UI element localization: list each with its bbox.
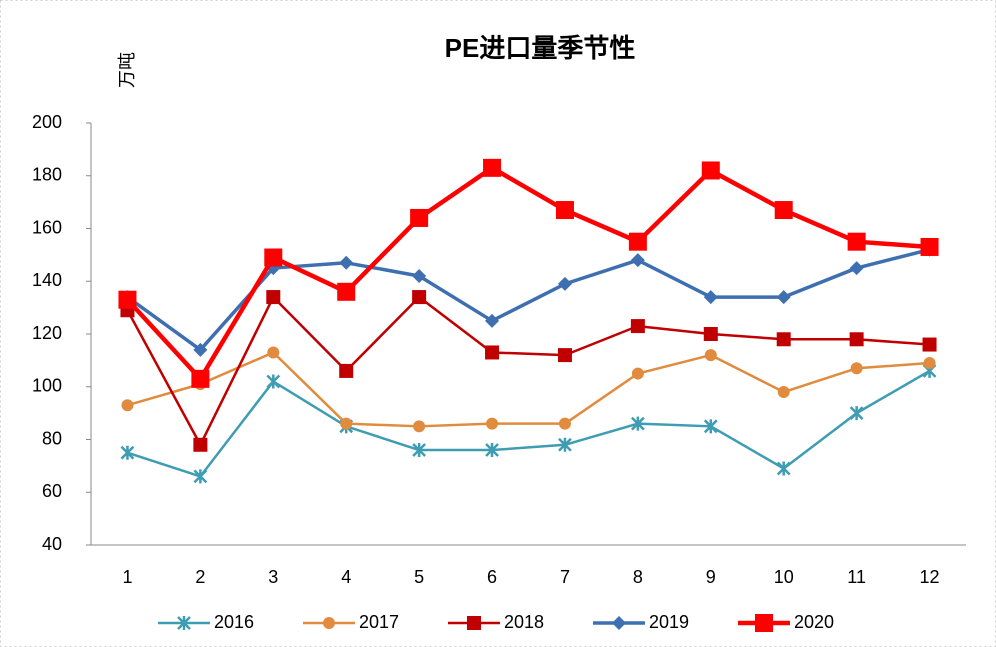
legend-marker (467, 616, 481, 630)
series-marker (485, 313, 500, 328)
series-marker (339, 363, 354, 378)
series-marker (922, 337, 937, 352)
y-axis-label: 万吨 (117, 52, 137, 88)
series-line (127, 369, 931, 478)
series-marker (776, 290, 791, 305)
series-marker (630, 416, 645, 431)
series-marker (267, 346, 280, 359)
series-line (127, 351, 930, 428)
x-tick-label: 3 (268, 567, 278, 587)
series-marker (631, 367, 644, 380)
series-marker (193, 342, 208, 357)
legend-label: 2018 (504, 612, 544, 632)
series-marker (703, 327, 718, 341)
series-marker (774, 201, 793, 220)
series-marker (266, 374, 281, 389)
series-marker (337, 282, 356, 301)
series-marker (340, 417, 353, 430)
y-tick-label: 60 (42, 481, 62, 501)
x-tick-label: 11 (847, 567, 866, 587)
series-marker (850, 362, 863, 375)
y-tick-label: 100 (32, 376, 62, 396)
legend-marker (755, 614, 773, 632)
series-marker (266, 290, 281, 305)
x-tick-label: 7 (560, 567, 570, 587)
x-tick-label: 1 (122, 567, 132, 587)
series-marker (193, 437, 208, 452)
series-marker (703, 290, 718, 305)
y-tick-label: 160 (32, 217, 62, 237)
series-marker (628, 232, 647, 251)
series-marker (412, 268, 427, 283)
series-marker (777, 386, 790, 399)
x-tick-label: 8 (633, 567, 643, 587)
series-marker (193, 469, 208, 484)
x-tick-label: 12 (920, 567, 940, 587)
series-marker (191, 369, 210, 388)
series-marker (849, 261, 864, 276)
series-line (125, 165, 930, 382)
series-marker (412, 290, 427, 305)
chart-title: PE进口量季节性 (445, 33, 636, 63)
x-tick-label: 4 (341, 567, 351, 587)
legend-marker (323, 617, 335, 629)
series-marker (920, 237, 939, 256)
x-tick-label: 9 (706, 567, 716, 587)
series-marker (120, 445, 135, 460)
y-tick-label: 80 (42, 428, 62, 448)
x-tick-label: 2 (195, 567, 205, 587)
series-marker (557, 276, 572, 291)
series-marker (555, 201, 574, 220)
series-marker (849, 406, 864, 421)
series-marker (776, 332, 791, 347)
x-tick-label: 6 (487, 567, 497, 587)
series-marker (847, 232, 866, 251)
series-marker (485, 345, 500, 360)
series-marker (557, 348, 572, 363)
series-marker (558, 437, 572, 452)
legend-label: 2020 (794, 612, 834, 632)
x-tick-label: 10 (774, 567, 794, 587)
legend-marker (612, 616, 626, 630)
series-marker (703, 419, 718, 434)
series-marker (413, 420, 426, 433)
y-tick-label: 200 (32, 112, 62, 132)
series-marker (849, 332, 864, 347)
series-marker (410, 208, 429, 227)
legend-label: 2016 (214, 612, 254, 632)
y-tick-label: 140 (32, 270, 62, 290)
series-marker (485, 443, 499, 458)
series-marker (701, 161, 720, 180)
series-line (126, 295, 930, 447)
series-marker (923, 357, 936, 370)
series-marker (264, 248, 283, 267)
series-marker (704, 349, 717, 362)
series-marker (118, 290, 137, 309)
series-marker (630, 253, 645, 268)
legend-label: 2017 (359, 612, 399, 632)
legend-marker (177, 616, 191, 630)
series-marker (630, 319, 645, 334)
series-marker (412, 443, 427, 458)
x-tick-label: 5 (414, 567, 424, 587)
series-marker (121, 399, 134, 412)
series-marker (486, 417, 499, 430)
y-tick-label: 40 (42, 534, 62, 554)
y-tick-label: 120 (32, 323, 62, 343)
series-marker (483, 158, 502, 177)
y-tick-label: 180 (32, 165, 62, 185)
legend-label: 2019 (649, 612, 689, 632)
series-marker (339, 255, 354, 270)
series-marker (776, 461, 791, 476)
series-marker (558, 417, 571, 430)
